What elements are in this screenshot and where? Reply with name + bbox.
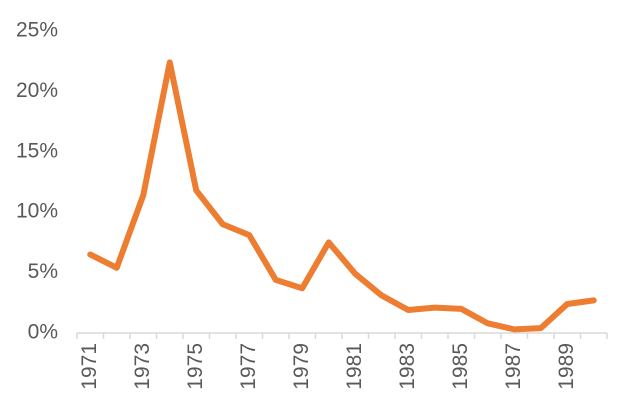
x-tick-label: 1971 [78,343,101,390]
line-series [87,59,597,333]
x-tick-label: 1973 [131,343,154,390]
x-tick-label: 1989 [555,343,578,390]
y-tick-label: 0% [28,321,58,344]
x-tick-label: 1975 [184,343,207,390]
x-tick-label: 1981 [343,343,366,390]
y-tick-label: 20% [16,79,58,102]
x-tick-label: 1987 [502,343,525,390]
x-tick-label: 1979 [290,343,313,390]
y-tick-label: 25% [16,19,58,42]
x-tick-label: 1985 [449,343,472,390]
y-tick-label: 10% [16,200,58,223]
y-tick-label: 5% [28,260,58,283]
y-tick-label: 15% [16,139,58,162]
x-tick-label: 1977 [237,343,260,390]
x-tick-label: 1983 [396,343,419,390]
